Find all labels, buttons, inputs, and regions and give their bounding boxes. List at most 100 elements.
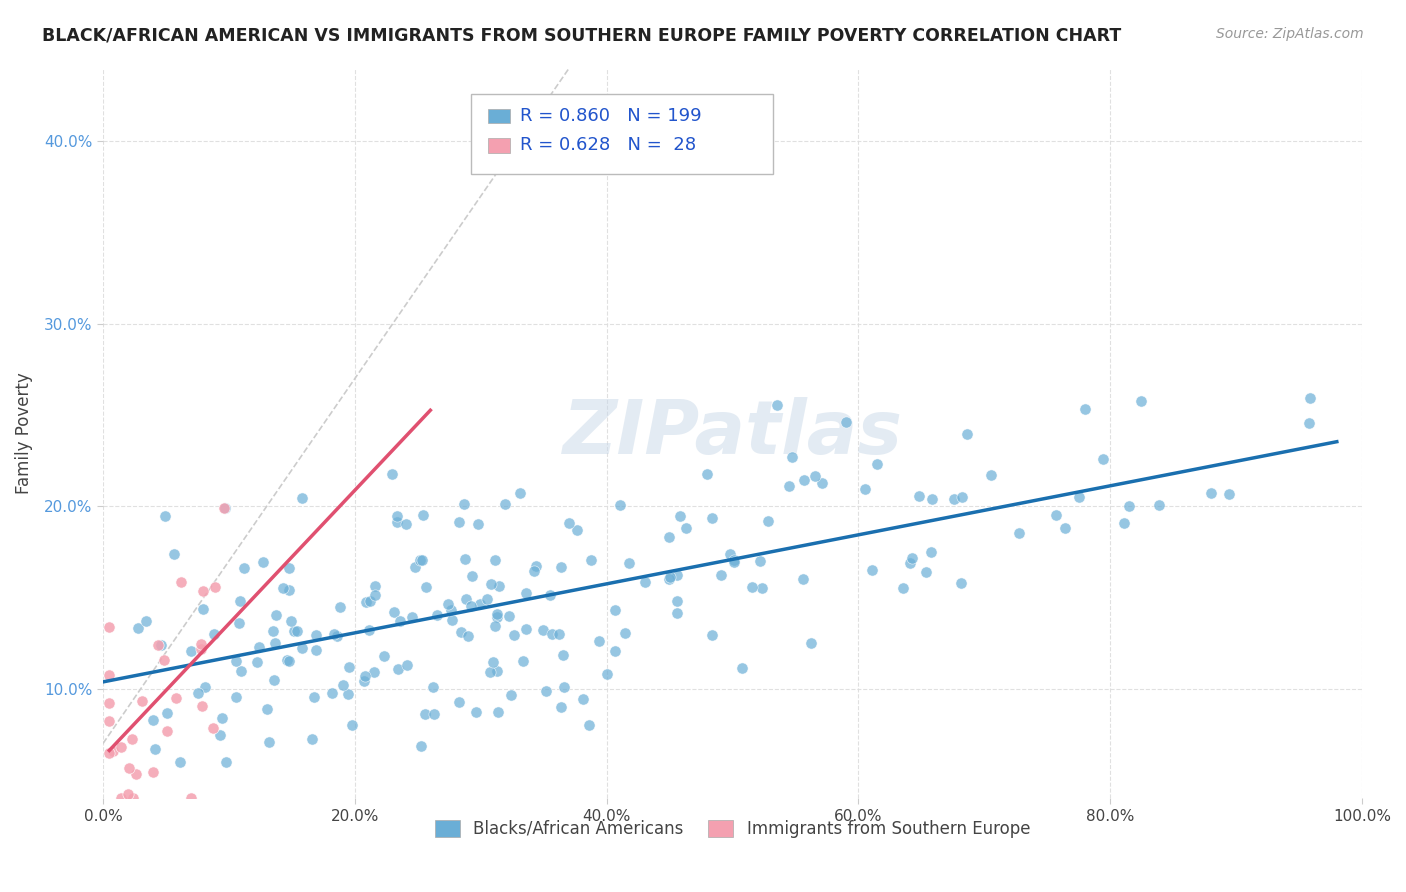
- Point: [302, 690, 325, 704]
- Point: [415, 706, 437, 721]
- Point: [127, 621, 149, 635]
- Point: [277, 560, 299, 574]
- Point: [457, 629, 479, 643]
- Text: BLACK/AFRICAN AMERICAN VS IMMIGRANTS FROM SOUTHERN EUROPE FAMILY POVERTY CORRELA: BLACK/AFRICAN AMERICAN VS IMMIGRANTS FRO…: [42, 27, 1122, 45]
- Point: [778, 479, 800, 493]
- Point: [731, 661, 754, 675]
- Point: [475, 592, 498, 607]
- Point: [404, 560, 426, 574]
- Point: [233, 561, 256, 575]
- Point: [578, 718, 600, 732]
- Point: [191, 584, 214, 599]
- Point: [614, 625, 637, 640]
- Point: [898, 556, 921, 570]
- Point: [305, 642, 328, 657]
- Point: [336, 687, 359, 701]
- Point: [481, 655, 503, 669]
- Point: [950, 576, 973, 591]
- Point: [143, 741, 166, 756]
- Point: [215, 755, 238, 769]
- Point: [766, 398, 789, 412]
- Point: [503, 628, 526, 642]
- Point: [907, 489, 929, 503]
- Point: [110, 739, 132, 754]
- Point: [1298, 392, 1320, 406]
- Point: [440, 603, 463, 617]
- Point: [481, 577, 503, 591]
- Point: [531, 623, 554, 637]
- Point: [558, 516, 581, 531]
- Point: [169, 755, 191, 769]
- Point: [501, 689, 523, 703]
- Point: [1074, 401, 1097, 416]
- Point: [498, 608, 520, 623]
- Point: [357, 624, 380, 638]
- Point: [426, 607, 449, 622]
- Point: [1045, 508, 1067, 523]
- Point: [323, 627, 346, 641]
- Point: [461, 568, 484, 582]
- Text: R = 0.628   N =  28: R = 0.628 N = 28: [520, 136, 696, 154]
- Point: [605, 643, 627, 657]
- Point: [804, 469, 827, 483]
- Point: [146, 638, 169, 652]
- Point: [449, 515, 471, 529]
- Point: [364, 588, 387, 602]
- Point: [658, 530, 681, 544]
- Point: [363, 665, 385, 679]
- Point: [811, 475, 834, 490]
- Point: [194, 681, 217, 695]
- Point: [741, 580, 763, 594]
- Point: [180, 644, 202, 658]
- Point: [1129, 394, 1152, 409]
- Point: [1118, 499, 1140, 513]
- Text: R = 0.860   N = 199: R = 0.860 N = 199: [520, 107, 702, 125]
- Point: [718, 547, 741, 561]
- Point: [465, 705, 488, 719]
- Point: [225, 690, 247, 705]
- Point: [187, 686, 209, 700]
- Point: [609, 498, 631, 512]
- Point: [551, 648, 574, 662]
- Point: [665, 594, 688, 608]
- Point: [901, 551, 924, 566]
- Text: ZIPatlas: ZIPatlas: [562, 397, 903, 470]
- Point: [98, 620, 121, 634]
- Point: [291, 641, 314, 656]
- Point: [792, 572, 814, 586]
- Point: [675, 521, 697, 535]
- Point: [441, 613, 464, 627]
- Point: [329, 599, 352, 614]
- Point: [110, 791, 132, 805]
- Point: [1092, 452, 1115, 467]
- Point: [401, 610, 423, 624]
- Point: [756, 514, 779, 528]
- Point: [1149, 498, 1171, 512]
- Point: [170, 575, 193, 590]
- Point: [1008, 525, 1031, 540]
- Point: [486, 705, 509, 719]
- Point: [304, 628, 326, 642]
- Point: [550, 559, 572, 574]
- Point: [696, 467, 718, 481]
- Point: [247, 640, 270, 654]
- Point: [409, 739, 432, 754]
- Point: [423, 706, 446, 721]
- Point: [538, 588, 561, 602]
- Point: [283, 624, 305, 638]
- Point: [980, 467, 1002, 482]
- Point: [494, 497, 516, 511]
- Point: [702, 511, 724, 525]
- Point: [484, 553, 506, 567]
- Point: [256, 701, 278, 715]
- Point: [1114, 516, 1136, 530]
- Point: [484, 619, 506, 633]
- Point: [142, 714, 165, 728]
- Point: [301, 731, 323, 746]
- Point: [359, 593, 381, 607]
- Point: [526, 558, 548, 573]
- Point: [1199, 486, 1222, 500]
- Point: [212, 500, 235, 515]
- Point: [125, 767, 148, 781]
- Point: [751, 581, 773, 595]
